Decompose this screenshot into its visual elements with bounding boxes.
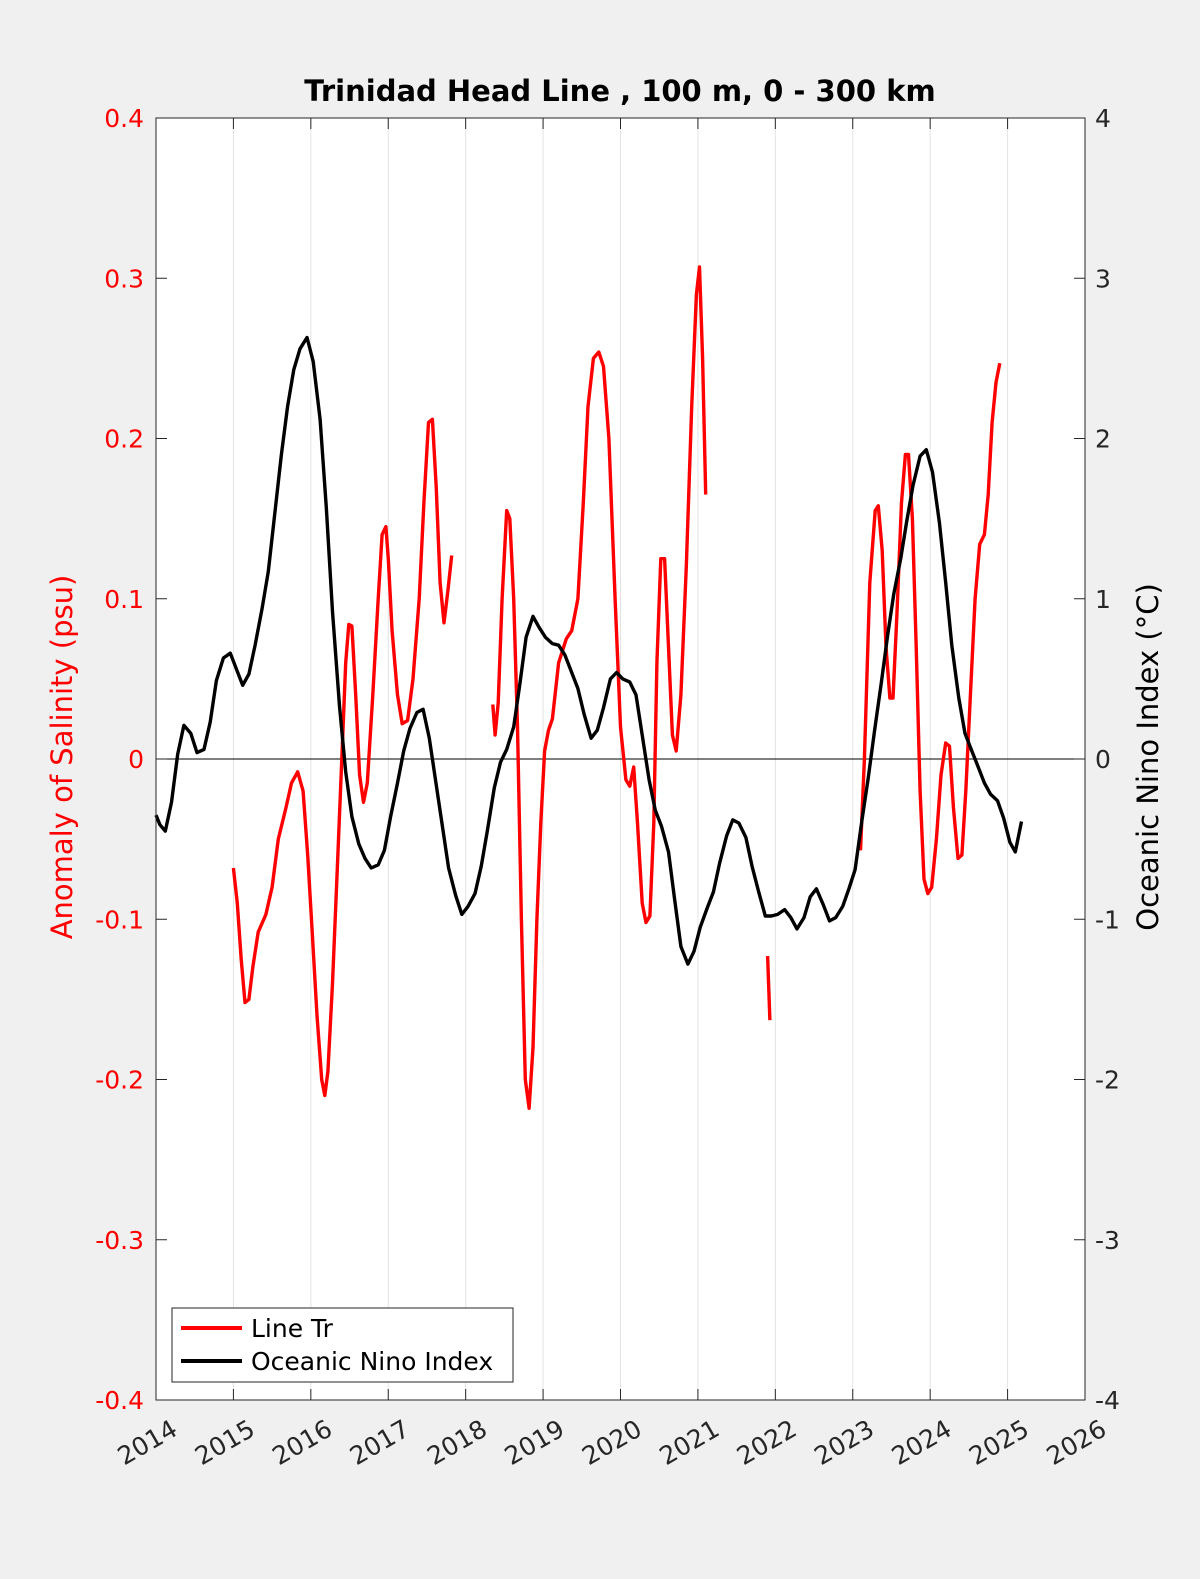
left-y-tick-label: -0.2	[95, 1066, 144, 1095]
left-y-tick-label: -0.1	[95, 905, 144, 934]
legend-label-oni: Oceanic Nino Index	[251, 1347, 493, 1376]
left-y-axis-ticks: -0.4 -0.3 -0.2 -0.1 0 0.1 0.2 0.3 0.4	[95, 104, 167, 1415]
salinity-line-segment	[858, 362, 1002, 896]
right-y-tick-label: -4	[1095, 1386, 1120, 1415]
right-y-tick-label: 0	[1095, 745, 1111, 774]
left-y-tick-label: 0	[128, 745, 144, 774]
right-y-tick-label: -2	[1095, 1066, 1120, 1095]
salinity-line-segment	[491, 265, 708, 1111]
right-y-tick-label: 2	[1095, 425, 1111, 454]
right-y-tick-label: -3	[1095, 1226, 1120, 1255]
left-y-tick-label: 0.4	[104, 104, 144, 133]
left-y-tick-label: -0.3	[95, 1226, 144, 1255]
left-axis-label: Anomaly of Salinity (psu)	[45, 575, 79, 940]
salinity-line-segment	[765, 956, 772, 1021]
right-y-tick-label: 4	[1095, 104, 1111, 133]
chart-title: Trinidad Head Line , 100 m, 0 - 300 km	[304, 74, 935, 108]
right-y-tick-label: 3	[1095, 264, 1111, 293]
salinity-line-segment	[231, 417, 454, 1098]
left-y-tick-label: 0.2	[104, 425, 144, 454]
series-layer	[154, 265, 1024, 1111]
left-y-tick-label: 0.1	[104, 585, 144, 614]
left-y-tick-label: 0.3	[104, 264, 144, 293]
right-axis-label: Oceanic Nino Index (°C)	[1131, 583, 1165, 931]
left-y-tick-label: -0.4	[95, 1386, 144, 1415]
legend-label-line-tr: Line Tr	[251, 1314, 334, 1343]
right-y-tick-label: 1	[1095, 585, 1111, 614]
legend: Line Tr Oceanic Nino Index	[171, 1307, 514, 1383]
legend-box	[171, 1307, 514, 1383]
right-y-tick-label: -1	[1095, 905, 1120, 934]
right-y-axis-ticks: -4 -3 -2 -1 0 1 2 3 4	[1074, 104, 1120, 1415]
oni-line-segment	[154, 335, 1024, 966]
